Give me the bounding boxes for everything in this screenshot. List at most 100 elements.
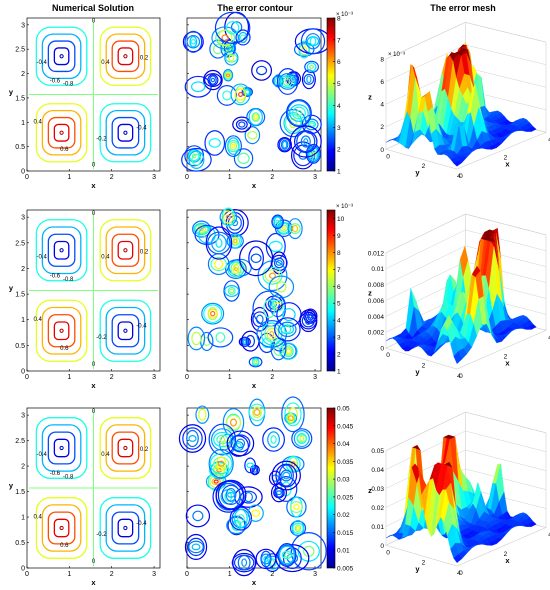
error-contour-line: [267, 431, 280, 448]
error-contour-line: [251, 358, 260, 366]
error-contour-line: [225, 214, 232, 220]
error-contour-line: [280, 139, 289, 150]
error-contour-line: [191, 153, 197, 159]
mesh-y-tick-label: 4: [548, 334, 550, 341]
x-tick-label: 2: [110, 374, 114, 381]
error-contour-line: [248, 246, 264, 271]
contour-level-label: 0.6: [60, 346, 69, 352]
z-tick-label: 2: [380, 124, 384, 131]
error-contour-line: [191, 331, 202, 346]
contour-line: [41, 504, 82, 552]
contour-line: [111, 40, 140, 73]
error-contour-line: [210, 428, 234, 451]
error-contour-row1-colorbar: [326, 17, 336, 172]
contour-line: [35, 103, 88, 163]
x-tick-label: 1: [228, 174, 232, 181]
colorbar-tick-label: 5: [337, 81, 341, 88]
error-contour-line: [289, 501, 303, 514]
error-contour-line: [279, 74, 296, 88]
error-contour-line: [231, 219, 239, 227]
contour-line: [47, 314, 76, 348]
colorbar-tick-label: 7: [337, 37, 341, 44]
z-tick-label: 0.04: [371, 467, 384, 474]
error-contour-line: [284, 78, 291, 85]
contour-level-label: -0.8: [63, 277, 74, 283]
error-contour-line: [246, 462, 255, 469]
error-contour-line: [213, 431, 232, 448]
mesh-y-axis-label: y: [415, 168, 420, 177]
error-contour-line: [287, 218, 303, 240]
error-contour-line: [278, 545, 295, 565]
error-contour-line: [202, 336, 211, 347]
error-contour-line: [216, 456, 227, 471]
contour-level-label: -0.4: [36, 254, 47, 260]
error-contour-line: [282, 308, 296, 322]
error-contour-line: [275, 490, 282, 496]
error-contour-line: [299, 311, 317, 330]
y-tick-label: 2.5: [15, 47, 25, 54]
solution-contour-row2-lines: -0.4 -0.6-0.8 0.2 0.4 0.4 0.6 -0.4 -0.2 0 0: [29, 211, 158, 369]
error-contour-line: [231, 552, 257, 573]
error-contour-line: [260, 553, 271, 565]
error-contour-line: [287, 99, 311, 127]
error-contour-line: [306, 62, 317, 72]
contour-line: [111, 314, 140, 348]
contour-level-label: -0.4: [36, 452, 47, 458]
error-contour-line: [256, 65, 268, 76]
x-tick-label: 2: [270, 374, 274, 381]
y-tick-label: 3: [21, 413, 25, 420]
error-contour-line: [224, 285, 240, 297]
x-tick-label: 1: [67, 174, 71, 181]
z-axis-label: z: [368, 289, 372, 298]
error-contour-line: [304, 316, 312, 325]
error-contour-line: [251, 60, 273, 81]
contour-line: [41, 424, 82, 472]
error-contour-line: [228, 435, 250, 457]
z-tick-label: 0.03: [371, 486, 384, 493]
y-axis-label: y: [9, 481, 14, 490]
colorbar-tick-label: 5: [337, 301, 341, 308]
error-contour-line: [270, 435, 277, 444]
contour-line: [99, 417, 152, 479]
x-tick-label: 2: [270, 571, 274, 578]
error-contour-line: [227, 139, 240, 153]
error-contour-line: [251, 112, 261, 122]
contour-level-label: 0.2: [140, 55, 149, 61]
error-contour-line: [248, 108, 263, 126]
error-contour-line: [280, 324, 295, 335]
mesh-x-tick-label: 4: [457, 173, 461, 180]
error-contour-line: [285, 348, 291, 355]
z-tick-label: 0.02: [371, 505, 384, 512]
z-gridline: [385, 245, 547, 285]
mesh-y-axis-label: y: [415, 368, 420, 377]
error-contour-line: [284, 346, 293, 356]
mesh-x-tick-label: 2: [422, 560, 426, 567]
error-contour-line: [227, 286, 236, 296]
z-tick-label: 0.01: [371, 524, 384, 531]
error-contour-line: [217, 460, 225, 467]
z-tick-label: 0.004: [368, 314, 385, 321]
contour-peak: [123, 248, 128, 253]
error-contour-line: [195, 405, 210, 424]
error-contour-line: [261, 337, 272, 349]
error-contour-line: [287, 415, 294, 422]
error-contour-line: [191, 153, 202, 166]
error-contour-line: [285, 99, 312, 128]
error-contour-line: [221, 34, 229, 42]
contour-level-label: -0.8: [63, 474, 74, 480]
error-contour-line: [291, 428, 313, 449]
y-tick-label: 0: [21, 566, 25, 573]
error-contour-line: [293, 430, 310, 448]
contour-level-label: -0.2: [96, 335, 107, 341]
contour-line: [35, 26, 88, 86]
error-contour-line: [233, 148, 254, 169]
error-contour-line: [283, 345, 294, 358]
contour-line: [41, 306, 82, 355]
error-contour-line: [192, 510, 204, 522]
contour-level-label: 0.2: [140, 447, 149, 453]
error-contour-line: [299, 435, 305, 442]
error-contour-line: [223, 210, 234, 224]
error-contour-line: [209, 75, 217, 85]
contour-line: [111, 511, 140, 545]
